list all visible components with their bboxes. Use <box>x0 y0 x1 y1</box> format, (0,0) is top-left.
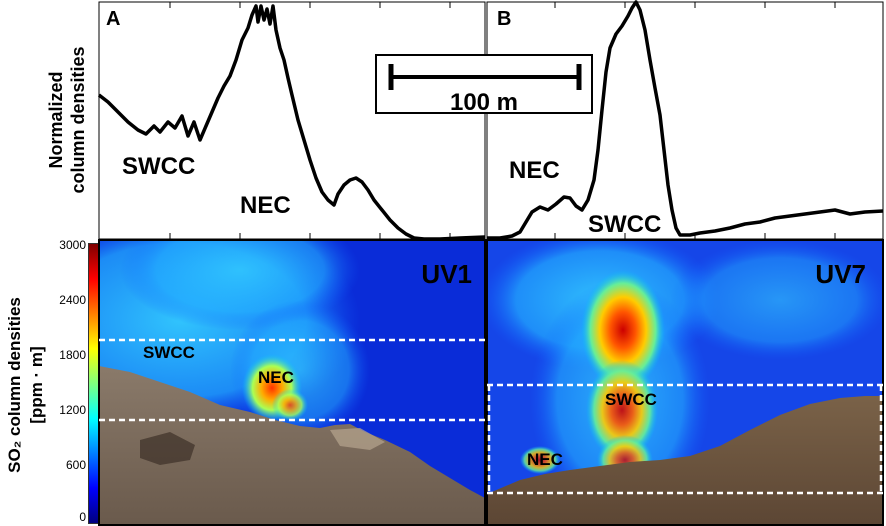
scale-bar-text: 100 m <box>450 89 518 116</box>
colorbar-tick-labels: 3000 2400 1800 1200 600 0 <box>52 238 88 526</box>
colorbar-tick: 0 <box>79 510 86 524</box>
panel-a-profile-label-nec: NEC <box>240 192 291 219</box>
panel-a-terrain <box>99 366 485 525</box>
panel-a-image-label-swcc: SWCC <box>143 343 195 362</box>
panel-b-image-label-swcc: SWCC <box>605 390 657 409</box>
colorbar-tick: 1800 <box>59 348 86 362</box>
colorbar-tick: 1200 <box>59 403 86 417</box>
panel-b-image <box>487 240 883 525</box>
panel-a-camera-label: UV1 <box>421 259 472 289</box>
panel-b-profile-label-swcc: SWCC <box>588 211 661 238</box>
panel-a-profile-frame <box>98 1 486 240</box>
top-axis-label-line1: Normalized <box>46 71 66 168</box>
colorbar-label: SO₂ column densities [ppm · m] <box>0 240 50 526</box>
panel-b-camera-label: UV7 <box>815 259 866 289</box>
panel-b-image-label-nec: NEC <box>527 450 563 469</box>
panel-b-terrain <box>487 396 883 525</box>
panel-a-profile-curve <box>97 4 486 241</box>
colorbar-tick: 3000 <box>59 238 86 252</box>
colorbar-label-line2: [ppm · m] <box>27 346 46 423</box>
panel-a-profile-label-swcc: SWCC <box>122 153 195 180</box>
panel-b-ticks <box>554 2 836 239</box>
panel-b-profile-frame <box>486 1 884 240</box>
colorbar-tick: 2400 <box>59 293 86 307</box>
panel-a-letter: A <box>106 8 120 30</box>
scale-bar: 100 m <box>375 54 593 116</box>
panel-b-letter: B <box>497 8 511 30</box>
panel-a-image <box>99 240 485 525</box>
colorbar-label-line1: SO₂ column densities <box>5 297 24 473</box>
panel-a-image-label-nec: NEC <box>258 368 294 387</box>
colorbar-tick: 600 <box>65 458 86 472</box>
panel-b-profile-curve <box>487 0 884 240</box>
top-axis-label-line2: column densities <box>68 46 88 193</box>
top-axis-label: Normalized column densities <box>28 0 96 238</box>
panel-a-ticks <box>98 2 451 239</box>
panel-b-profile-label-nec: NEC <box>509 157 560 184</box>
